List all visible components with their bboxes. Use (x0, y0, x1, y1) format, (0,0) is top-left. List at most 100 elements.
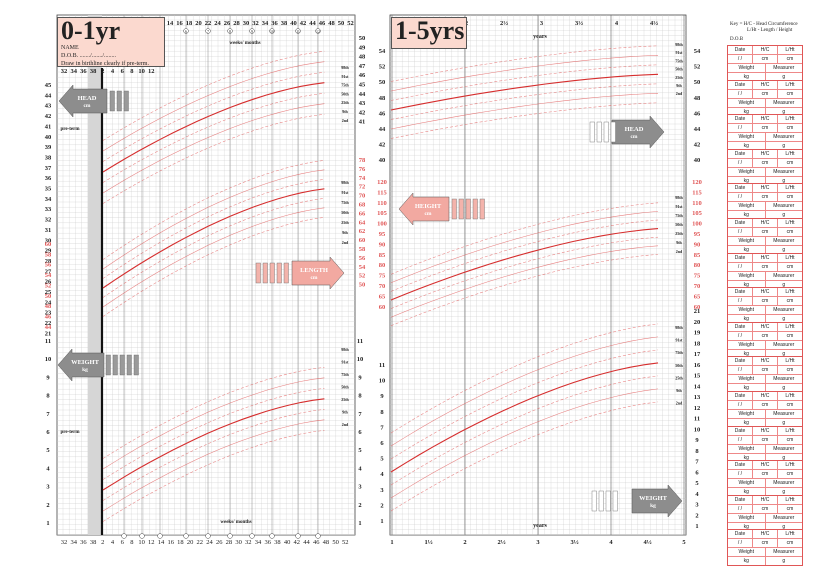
record-cell[interactable]: cm (753, 470, 778, 479)
record-cell[interactable]: / / (728, 435, 753, 444)
record-cell[interactable]: cm (753, 228, 778, 236)
record-cell[interactable]: kg (728, 349, 766, 358)
record-cell[interactable]: / / (728, 331, 753, 340)
record-cell: Date (728, 219, 753, 227)
record-cell[interactable]: g (782, 108, 786, 115)
record-cell[interactable]: cm (786, 159, 794, 166)
record-cell[interactable]: g (782, 212, 786, 219)
record-cell[interactable]: g (782, 247, 786, 253)
record-row: kg g (728, 176, 802, 185)
record-cell[interactable]: cm (753, 331, 778, 340)
record-cell[interactable]: g (782, 74, 786, 80)
infant-length-pct-label: 91st (342, 190, 350, 195)
record-row: / / cm cm (728, 124, 802, 134)
record-cell[interactable]: / / (728, 539, 753, 548)
record-cell[interactable]: / / (728, 124, 753, 133)
record-cell[interactable]: g (782, 454, 786, 461)
record-cell[interactable]: cm (786, 505, 794, 512)
record-cell[interactable]: cm (786, 56, 794, 62)
record-cell[interactable]: / / (728, 470, 753, 479)
record-cell[interactable]: g (782, 523, 786, 530)
measurement-record[interactable]: Date H/C L/Ht / / cm cm Weight Measurer kg g (727, 321, 803, 359)
record-cell[interactable]: cm (786, 263, 794, 270)
record-cell[interactable]: cm (753, 366, 778, 375)
record-cell[interactable]: g (782, 558, 786, 565)
infant-length-right-tick: 68 (359, 202, 366, 209)
record-cell[interactable]: g (782, 385, 786, 392)
record-cell[interactable]: kg (728, 246, 766, 254)
record-cell[interactable]: cm (753, 297, 778, 306)
record-cell[interactable]: / / (728, 366, 753, 375)
record-cell[interactable]: g (782, 281, 786, 288)
record-cell[interactable]: / / (728, 228, 753, 236)
record-cell[interactable]: cm (753, 193, 778, 202)
record-cell[interactable]: kg (728, 557, 766, 566)
record-cell[interactable]: cm (786, 125, 794, 132)
record-cell[interactable]: / / (728, 158, 753, 167)
record-cell[interactable]: kg (728, 73, 766, 81)
record-cell[interactable]: cm (786, 436, 794, 443)
record-cell[interactable]: cm (786, 367, 794, 374)
record-cell[interactable]: / / (728, 401, 753, 409)
measurement-record[interactable]: Date H/C L/Ht / / cm cm Weight Measurer kg g (727, 114, 803, 152)
record-cell[interactable]: kg (728, 384, 766, 393)
measurement-record[interactable]: Date H/C L/Ht / / cm cm Weight Measurer kg g (727, 460, 803, 498)
record-cell[interactable]: g (782, 350, 786, 357)
record-cell[interactable]: kg (728, 419, 766, 427)
record-cell[interactable]: g (782, 489, 786, 496)
record-cell[interactable]: / / (728, 193, 753, 202)
infant-head-right-tick: 49 (359, 44, 366, 51)
measurement-record[interactable]: Date H/C L/Ht / / cm cm Weight Measurer kg g (727, 183, 803, 221)
record-cell[interactable]: cm (753, 55, 778, 63)
record-cell[interactable]: cm (753, 124, 778, 133)
measurement-record[interactable]: Date H/C L/Ht / / cm cm Weight Measurer kg g (727, 529, 803, 566)
record-cell[interactable]: cm (786, 471, 794, 478)
record-cell[interactable]: g (782, 143, 786, 150)
record-cell[interactable]: g (782, 420, 786, 426)
record-cell[interactable]: cm (753, 435, 778, 444)
measurement-record[interactable]: Date H/C L/Ht / / cm cm Weight Measurer kg g (727, 45, 803, 82)
record-cell[interactable]: / / (728, 89, 753, 98)
record-cell[interactable]: kg (728, 453, 766, 462)
record-cell[interactable]: cm (786, 540, 794, 547)
record-cell[interactable]: cm (786, 194, 794, 201)
record-cell[interactable]: kg (728, 142, 766, 151)
record-cell[interactable]: cm (753, 262, 778, 271)
record-cell[interactable]: cm (786, 90, 794, 97)
record-cell[interactable]: kg (728, 211, 766, 220)
measurement-record[interactable]: Date H/C L/Ht / / cm cm Weight Measurer kg g (727, 79, 803, 117)
infant-length-tick: 48 (45, 303, 52, 310)
record-cell[interactable]: cm (786, 229, 794, 235)
measurement-record[interactable]: Date H/C L/Ht / / cm cm Weight Measurer kg g (727, 252, 803, 290)
record-cell[interactable]: / / (728, 504, 753, 513)
record-cell[interactable]: cm (786, 332, 794, 339)
record-cell[interactable]: cm (786, 298, 794, 305)
record-cell[interactable]: cm (753, 158, 778, 167)
record-cell[interactable]: / / (728, 55, 753, 63)
record-cell[interactable]: cm (786, 402, 794, 408)
record-cell[interactable]: cm (753, 401, 778, 409)
month-circle-top (227, 28, 233, 34)
record-cell[interactable]: kg (728, 176, 766, 185)
measurement-record[interactable]: Date H/C L/Ht / / cm cm Weight Measurer kg g (727, 356, 803, 394)
measurement-record[interactable]: Date H/C L/Ht / / cm cm Weight Measurer kg g (727, 148, 803, 186)
measurement-record[interactable]: Date H/C L/Ht / / cm cm Weight Measurer kg g (727, 425, 803, 463)
record-cell[interactable]: cm (753, 539, 778, 548)
record-cell[interactable]: cm (753, 504, 778, 513)
record-cell[interactable]: / / (728, 262, 753, 271)
record-cell[interactable]: kg (728, 488, 766, 497)
record-row: kg g (728, 315, 802, 324)
measurement-record[interactable]: Date H/C L/Ht / / cm cm Weight Measurer kg g (727, 494, 803, 532)
measurement-record[interactable]: Date H/C L/Ht / / cm cm Weight Measurer kg g (727, 287, 803, 325)
measurement-record[interactable]: Date H/C L/Ht / / cm cm Weight Measurer kg g (727, 218, 803, 255)
record-cell[interactable]: / / (728, 297, 753, 306)
record-cell[interactable]: kg (728, 522, 766, 531)
record-cell[interactable]: cm (753, 89, 778, 98)
record-cell[interactable]: kg (728, 107, 766, 116)
record-cell[interactable]: kg (728, 315, 766, 324)
record-cell[interactable]: g (782, 316, 786, 323)
child-head-tick: 50 (379, 79, 386, 86)
record-cell[interactable]: g (782, 177, 786, 184)
measurement-record[interactable]: Date H/C L/Ht / / cm cm Weight Measurer kg g (727, 391, 803, 428)
record-cell[interactable]: kg (728, 280, 766, 289)
